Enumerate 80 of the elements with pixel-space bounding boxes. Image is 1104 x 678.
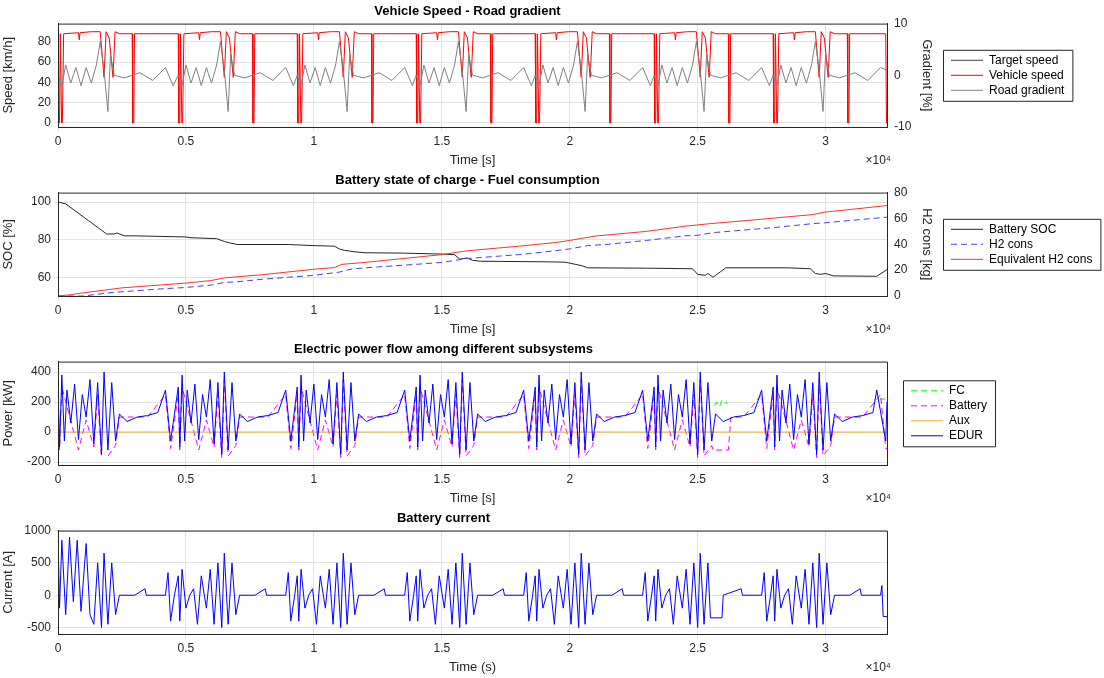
- x-tick-label: 2.5: [689, 640, 707, 655]
- x-tick-label: 2.5: [689, 133, 707, 148]
- y2-tick-label: 0: [894, 67, 901, 82]
- legend-label: H2 cons: [989, 236, 1034, 251]
- legend-label: Battery SOC: [989, 221, 1057, 236]
- x-tick-label: 2: [566, 471, 574, 486]
- chart-title: Battery state of charge - Fuel consumption: [335, 172, 600, 188]
- y-axis-title: SOC [%]: [0, 219, 16, 270]
- y2-tick-label: 10: [894, 15, 908, 30]
- legend-label: Equivalent H2 cons: [989, 251, 1093, 266]
- x-tick-label: 0: [54, 640, 62, 655]
- x-tick-label: 1: [310, 640, 318, 655]
- chart-title: Vehicle Speed - Road gradient: [374, 3, 562, 19]
- x-tick-label: 0.5: [177, 471, 195, 486]
- text: ×10⁴: [865, 660, 891, 675]
- y-tick-label: 0: [44, 587, 52, 602]
- y2-axis-title: Gradient [%]: [919, 39, 935, 112]
- chart-title: Battery current: [396, 510, 491, 526]
- x-tick-label: 1: [310, 471, 318, 486]
- x-tick-label: 0.5: [177, 133, 195, 148]
- x-tick-label: 3: [822, 302, 830, 317]
- y-tick-label: 60: [37, 269, 52, 284]
- x-tick-label: 2: [566, 133, 574, 148]
- y-tick-label: 80: [37, 231, 52, 246]
- x-tick-label: 1.5: [433, 471, 451, 486]
- y2-tick-label: 0: [894, 288, 901, 303]
- x-tick-label: 0.5: [177, 302, 195, 317]
- x-tick-label: 0: [54, 471, 62, 486]
- x-tick-label: 3: [822, 471, 830, 486]
- y-axis-title: Power [kW]: [0, 380, 16, 447]
- y-tick-label: -200: [26, 454, 52, 469]
- y-tick-label: 0: [44, 424, 52, 439]
- legend-label: Target speed: [989, 52, 1059, 67]
- legend-label: Battery: [949, 398, 988, 413]
- y-tick-label: 100: [30, 194, 52, 209]
- legend-label: Vehicle speed: [989, 67, 1064, 82]
- y-tick-label: 500: [30, 555, 52, 570]
- y-tick-label: 80: [37, 34, 52, 49]
- y2-axis-title: H2 cons [kg]: [919, 208, 935, 281]
- x-tick-label: 2: [566, 640, 574, 655]
- legend-label: Aux: [949, 413, 970, 428]
- chart-title: Electric power flow among different subsystems: [293, 341, 594, 357]
- x-tick-label: 1.5: [433, 133, 451, 148]
- y-axis-title: Speed [km/h]: [0, 37, 16, 114]
- y-tick-label: 40: [37, 74, 52, 89]
- x-tick-label: 1.5: [433, 640, 451, 655]
- y-tick-label: 60: [37, 54, 52, 69]
- x-tick-label: 0.5: [177, 640, 195, 655]
- y-tick-label: -500: [26, 619, 52, 634]
- y-axis-title: Current [A]: [0, 550, 16, 614]
- y2-tick-label: 40: [894, 236, 908, 251]
- x-tick-label: 1.5: [433, 302, 451, 317]
- x-tick-label: 0: [54, 133, 62, 148]
- y2-tick-label: 80: [894, 184, 908, 199]
- y2-tick-label: 60: [894, 210, 908, 225]
- x-tick-label: 2: [566, 302, 574, 317]
- x-axis-title: Time [s]: [449, 489, 496, 505]
- x-axis-title: Time [s]: [449, 151, 496, 167]
- x-tick-label: 0: [54, 302, 62, 317]
- x-tick-label: 1: [310, 133, 318, 148]
- y-tick-label: 200: [30, 394, 52, 409]
- y-tick-label: 20: [37, 94, 52, 109]
- text: ×10⁴: [865, 153, 891, 168]
- legend-label: FC: [949, 383, 966, 398]
- y2-tick-label: 20: [894, 262, 908, 277]
- x-tick-label: 3: [822, 640, 830, 655]
- x-axis-title: Time (s): [448, 658, 497, 674]
- x-tick-label: 3: [822, 133, 830, 148]
- legend-label: Road gradient: [989, 82, 1066, 97]
- x-tick-label: 1: [310, 302, 318, 317]
- y-tick-label: 400: [30, 364, 52, 379]
- x-tick-label: 2.5: [689, 302, 707, 317]
- text: ×10⁴: [865, 322, 891, 337]
- y2-tick-label: -10: [894, 119, 912, 134]
- x-axis-title: Time [s]: [449, 320, 496, 336]
- x-tick-label: 2.5: [689, 471, 707, 486]
- y-tick-label: 1000: [24, 522, 52, 537]
- text: ×10⁴: [865, 491, 891, 506]
- legend-label: EDUR: [949, 428, 984, 443]
- y-tick-label: 0: [44, 115, 52, 130]
